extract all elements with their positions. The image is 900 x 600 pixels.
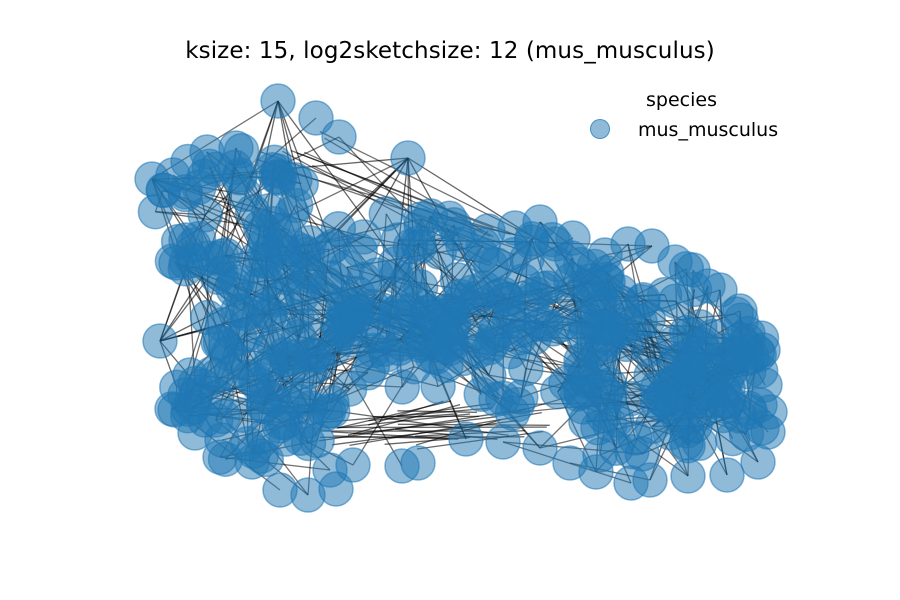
graph-node <box>670 427 706 464</box>
graph-node <box>298 100 334 136</box>
graph-node <box>617 420 653 456</box>
graph-node <box>277 161 313 198</box>
graph-node <box>189 299 226 336</box>
graph-node <box>497 210 533 246</box>
graph-node <box>555 220 591 256</box>
graph-node <box>539 246 575 283</box>
graph-edge <box>330 431 459 440</box>
graph-node <box>157 392 193 428</box>
graph-node <box>582 437 618 473</box>
graph-node <box>454 274 490 311</box>
legend-marker-icon <box>590 119 610 139</box>
graph-edge <box>333 348 403 467</box>
graph-edge <box>333 435 451 440</box>
legend: species mus_musculus <box>584 86 814 152</box>
graph-node <box>172 357 208 393</box>
graph-node <box>434 310 470 346</box>
graph-node <box>702 272 738 308</box>
graph-node <box>403 325 439 361</box>
graph-node <box>485 424 521 460</box>
graph-node <box>740 444 776 480</box>
graph-node <box>234 444 270 480</box>
graph-node <box>460 333 497 369</box>
graph-node <box>670 458 706 494</box>
chart-title: ksize: 15, log2sketchsize: 12 (mus_muscu… <box>185 38 715 64</box>
node-layer <box>134 83 788 513</box>
graph-node <box>591 378 628 414</box>
graph-node <box>528 306 564 342</box>
graph-node <box>312 452 348 488</box>
graph-node <box>187 402 223 438</box>
graph-node <box>613 465 649 501</box>
legend-label: mus_musculus <box>638 119 779 141</box>
graph-node <box>722 322 758 358</box>
graph-node <box>657 244 693 280</box>
graph-node <box>478 247 514 283</box>
graph-node <box>552 445 588 481</box>
graph-node <box>321 119 357 155</box>
graph-node <box>742 387 778 423</box>
graph-node <box>563 342 599 379</box>
graph-node <box>215 271 251 308</box>
graph-node <box>284 278 320 314</box>
graph-node <box>268 421 304 457</box>
graph-node <box>168 222 204 258</box>
graph-node <box>642 380 679 417</box>
graph-node <box>574 279 610 316</box>
graph-node <box>253 330 289 366</box>
graph-node <box>487 281 524 317</box>
graph-node <box>155 157 191 193</box>
graph-edge <box>347 403 461 436</box>
graph-node <box>260 83 296 119</box>
graph-node <box>390 140 426 176</box>
graph-node <box>400 445 436 481</box>
graph-node <box>587 237 623 273</box>
graph-node <box>448 421 484 457</box>
graph-node <box>401 229 437 265</box>
graph-node <box>142 323 178 359</box>
graph-node <box>412 198 449 234</box>
graph-node <box>279 383 316 419</box>
graph-node <box>218 130 254 166</box>
graph-node <box>350 355 386 391</box>
legend-title: species <box>646 89 717 111</box>
graph-node <box>339 275 376 312</box>
graph-node <box>240 366 276 403</box>
graph-node <box>686 351 723 388</box>
graph-node <box>251 297 288 334</box>
legend-entry: mus_musculus <box>584 117 814 143</box>
graph-node <box>600 311 636 348</box>
graph-node <box>345 219 382 255</box>
graph-edge <box>368 400 444 426</box>
graph-node <box>671 316 708 353</box>
graph-node <box>709 457 745 493</box>
graph-node <box>707 388 744 425</box>
graph-node <box>203 238 240 275</box>
graph-node <box>522 430 558 466</box>
